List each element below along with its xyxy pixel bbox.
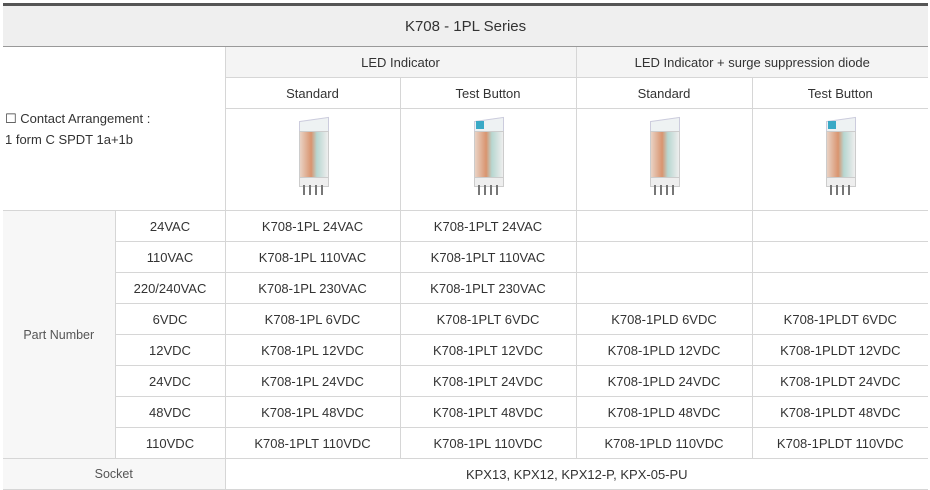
part-number-cell: K708-1PLT 6VDC xyxy=(399,303,577,335)
group-header-led-diode: LED Indicator + surge suppression diode xyxy=(575,46,929,78)
voltage-cell: 12VDC xyxy=(115,334,226,366)
group-header-led: LED Indicator xyxy=(224,46,577,78)
part-number-cell: K708-1PLD 6VDC xyxy=(575,303,753,335)
part-number-label: Part Number xyxy=(3,210,116,459)
part-number-cell: K708-1PL 24VDC xyxy=(224,365,401,397)
part-number-cell: K708-1PL 110VAC xyxy=(224,241,401,273)
subheader: Standard xyxy=(225,77,401,109)
part-number-cell xyxy=(751,272,929,304)
part-number-cell: K708-1PLDT 6VDC xyxy=(751,303,929,335)
socket-value: KPX13, KPX12, KPX12-P, KPX-05-PU xyxy=(224,458,929,490)
part-number-cell: K708-1PLT 110VDC xyxy=(224,427,401,459)
part-number-cell: K708-1PLDT 110VDC xyxy=(751,427,929,459)
relay-image-test-button xyxy=(399,108,577,211)
table-row: 24VDC K708-1PL 24VDC K708-1PLT 24VDC K708-1… xyxy=(3,365,929,397)
table-row: 110VAC K708-1PL 110VAC K708-1PLT 110VAC xyxy=(3,241,929,273)
part-number-cell xyxy=(575,210,753,242)
socket-label: Socket xyxy=(3,458,226,490)
relay-image-test-button xyxy=(751,108,929,211)
part-number-cell: K708-1PLDT 24VDC xyxy=(751,365,929,397)
voltage-cell: 6VDC xyxy=(115,303,226,335)
voltage-cell: 24VAC xyxy=(114,210,226,242)
part-number-cell xyxy=(751,210,929,242)
part-number-cell: K708-1PLD 48VDC xyxy=(575,396,753,428)
table-row: 110VDC K708-1PLT 110VDC K708-1PL 110VDC K70… xyxy=(3,427,929,459)
part-number-cell: K708-1PL 230VAC xyxy=(224,272,401,304)
subheader: Standard xyxy=(575,77,753,109)
table-row: 48VDC K708-1PL 48VDC K708-1PLT 48VDC K708-1… xyxy=(3,396,929,428)
voltage-cell: 110VAC xyxy=(115,241,226,273)
part-number-cell: K708-1PL 6VDC xyxy=(224,303,401,335)
contact-arrangement: ☐ Contact Arrangement : 1 form C SPDT 1a+… xyxy=(3,46,226,211)
contact-value: 1 form C SPDT 1a+1b xyxy=(5,131,134,147)
part-number-cell: K708-1PLD 24VDC xyxy=(575,365,753,397)
product-table: K708 - 1PL Series ☐ Contact Arrangement … xyxy=(3,3,929,490)
part-number-cell: K708-1PL 110VDC xyxy=(399,427,577,459)
part-number-cell: K708-1PLD 110VDC xyxy=(575,427,753,459)
part-number-cell: K708-1PLT 230VAC xyxy=(399,272,577,304)
voltage-cell: 110VDC xyxy=(115,427,226,459)
part-number-cell: K708-1PLDT 48VDC xyxy=(751,396,929,428)
voltage-cell: 24VDC xyxy=(115,365,226,397)
table-row: 6VDC K708-1PL 6VDC K708-1PLT 6VDC K708-1PLD… xyxy=(3,303,929,335)
part-number-cell: K708-1PLT 12VDC xyxy=(399,334,577,366)
part-number-cell xyxy=(575,272,753,304)
subheader: Test Button xyxy=(751,77,929,109)
part-number-cell: K708-1PLT 24VAC xyxy=(399,210,577,242)
relay-image-standard xyxy=(575,108,753,211)
part-number-cell: K708-1PL 24VAC xyxy=(224,210,401,242)
table-title: K708 - 1PL Series xyxy=(3,4,929,47)
table-row: 12VDC K708-1PL 12VDC K708-1PLT 12VDC K708-1… xyxy=(3,334,929,366)
subheader: Test Button xyxy=(399,77,577,109)
voltage-cell: 220/240VAC xyxy=(115,272,226,304)
part-number-cell xyxy=(751,241,929,273)
part-number-cell: K708-1PL 48VDC xyxy=(224,396,401,428)
part-number-cell xyxy=(575,241,753,273)
part-number-cell: K708-1PLT 24VDC xyxy=(399,365,577,397)
part-number-cell: K708-1PLT 110VAC xyxy=(399,241,577,273)
table-row: 220/240VAC K708-1PL 230VAC K708-1PLT 230VA… xyxy=(3,272,929,304)
part-number-cell: K708-1PLDT 12VDC xyxy=(751,334,929,366)
table-row: Part Number 24VAC K708-1PL 24VAC K708-1PLT … xyxy=(3,210,929,459)
part-number-cell: K708-1PL 12VDC xyxy=(224,334,401,366)
part-number-cell: K708-1PLD 12VDC xyxy=(575,334,753,366)
relay-image-standard xyxy=(225,108,401,211)
voltage-cell: 48VDC xyxy=(115,396,226,428)
contact-label: ☐ Contact Arrangement : xyxy=(5,110,151,126)
part-number-cell: K708-1PLT 48VDC xyxy=(399,396,577,428)
